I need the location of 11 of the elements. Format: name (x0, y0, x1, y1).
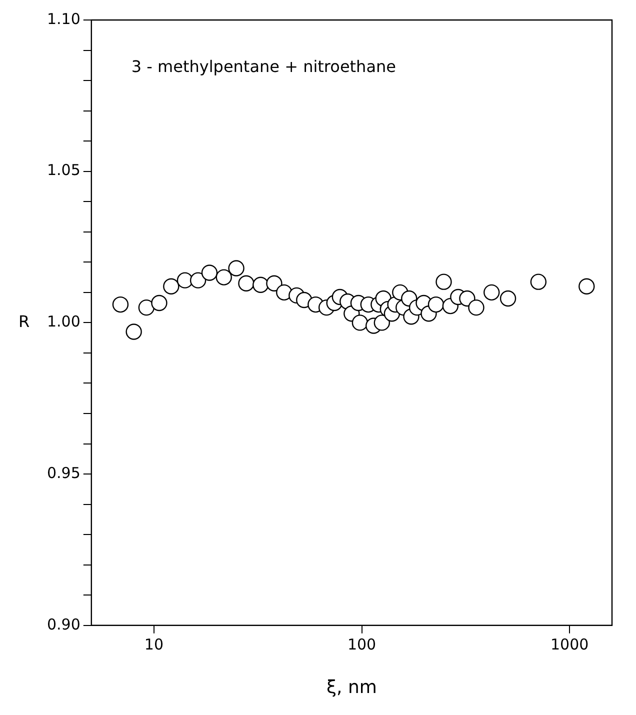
x-tick-label: 10 (144, 635, 164, 654)
y-tick-label: 1.00 (46, 312, 80, 331)
y-axis-title: R (18, 312, 30, 331)
y-tick-label: 0.90 (46, 615, 80, 634)
y-tick-label: 1.05 (46, 161, 80, 180)
y-tick-label: 1.10 (46, 10, 80, 28)
x-tick-label: 100 (347, 635, 376, 654)
x-tick-label: 1000 (550, 635, 589, 654)
y-tick-label: 0.95 (46, 464, 80, 482)
x-axis-title: ξ, nm (326, 676, 377, 698)
annotation: 3 - methylpentane + nitroethane (131, 57, 396, 76)
